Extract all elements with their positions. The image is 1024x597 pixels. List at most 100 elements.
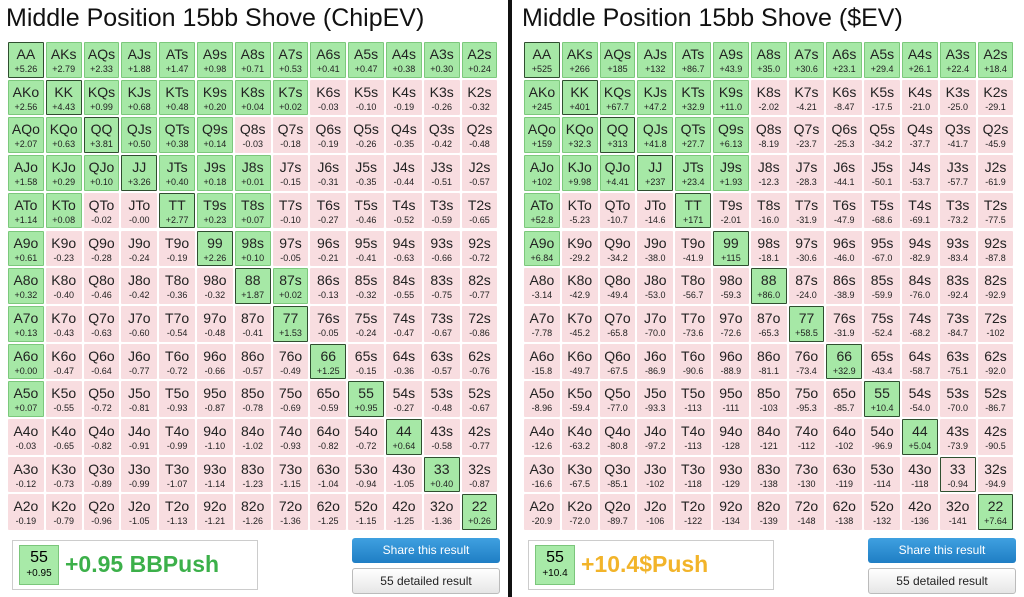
hand-cell[interactable]: 97s -30.6 xyxy=(788,230,825,267)
hand-cell[interactable]: 52o -132 xyxy=(864,494,900,531)
hand-cell[interactable]: K9s +0.20 xyxy=(197,79,233,116)
hand-cell[interactable]: T5s -68.6 xyxy=(864,192,900,229)
hand-cell[interactable]: T6s -0.27 xyxy=(310,192,347,229)
hand-cell[interactable]: AJo +1.58 xyxy=(8,155,44,191)
hand-cell[interactable]: J6s -44.1 xyxy=(826,155,863,191)
hand-cell[interactable]: 63s -75.1 xyxy=(939,343,976,380)
hand-cell[interactable]: Q3o -0.89 xyxy=(83,456,120,493)
hand-cell[interactable]: J2o -1.05 xyxy=(121,494,158,531)
hand-cell[interactable]: K3s -0.26 xyxy=(423,79,460,116)
share-button[interactable]: Share this result xyxy=(868,538,1016,563)
hand-cell[interactable]: 84o -1.02 xyxy=(234,419,271,455)
detail-button[interactable]: 55 detailed result xyxy=(868,568,1016,594)
hand-cell[interactable]: 53s -70.0 xyxy=(939,381,976,417)
hand-cell[interactable]: J2s -61.9 xyxy=(977,155,1014,191)
hand-cell[interactable]: J6o -86.9 xyxy=(637,343,674,380)
hand-cell[interactable]: 96o -0.66 xyxy=(197,343,233,380)
hand-cell[interactable]: 95o -111 xyxy=(713,381,749,417)
hand-cell[interactable]: 75o -95.3 xyxy=(788,381,825,417)
hand-cell[interactable]: 64s -58.7 xyxy=(902,343,938,380)
hand-cell[interactable]: 65s -0.15 xyxy=(348,343,384,380)
hand-cell[interactable]: 22 +0.26 xyxy=(461,494,498,531)
hand-cell[interactable]: Q8o -0.46 xyxy=(83,268,120,304)
hand-cell[interactable]: AQs +185 xyxy=(599,42,636,78)
hand-cell[interactable]: AKo +245 xyxy=(524,79,560,116)
hand-cell[interactable]: KJs +47.2 xyxy=(637,79,674,116)
hand-cell[interactable]: 54s -54.0 xyxy=(902,381,938,417)
hand-cell[interactable]: A4s +0.38 xyxy=(386,42,422,78)
hand-cell[interactable]: 77 +58.5 xyxy=(788,305,825,342)
hand-cell[interactable]: T9o -41.9 xyxy=(675,230,711,267)
hand-cell[interactable]: Q2s -45.9 xyxy=(977,117,1014,154)
hand-cell[interactable]: A9s +0.98 xyxy=(197,42,233,78)
hand-cell[interactable]: 76s -31.9 xyxy=(826,305,863,342)
hand-cell[interactable]: 43s -73.9 xyxy=(939,419,976,455)
hand-cell[interactable]: T6o -0.72 xyxy=(159,343,195,380)
hand-cell[interactable]: AQs +2.33 xyxy=(83,42,120,78)
hand-cell[interactable]: K5s -17.5 xyxy=(864,79,900,116)
hand-cell[interactable]: 33 +0.40 xyxy=(423,456,460,493)
hand-cell[interactable]: 98s +0.10 xyxy=(234,230,271,267)
hand-cell[interactable]: Q3o -85.1 xyxy=(599,456,636,493)
hand-cell[interactable]: T9o -0.19 xyxy=(159,230,195,267)
hand-cell[interactable]: T4s -0.52 xyxy=(386,192,422,229)
hand-cell[interactable]: QJs +0.50 xyxy=(121,117,158,154)
hand-cell[interactable]: Q7s -23.7 xyxy=(788,117,825,154)
hand-cell[interactable]: 75o -0.69 xyxy=(272,381,309,417)
hand-cell[interactable]: A6o -15.8 xyxy=(524,343,560,380)
hand-cell[interactable]: K7s -4.21 xyxy=(788,79,825,116)
hand-cell[interactable]: AA +5.26 xyxy=(8,42,44,78)
hand-cell[interactable]: QQ +3.81 xyxy=(83,117,120,154)
hand-cell[interactable]: J8o -53.0 xyxy=(637,268,674,304)
hand-cell[interactable]: 63s -0.57 xyxy=(423,343,460,380)
hand-cell[interactable]: 86o -0.57 xyxy=(234,343,271,380)
hand-cell[interactable]: T8o -0.36 xyxy=(159,268,195,304)
hand-cell[interactable]: K6o -49.7 xyxy=(561,343,598,380)
hand-cell[interactable]: 97s -0.05 xyxy=(272,230,309,267)
hand-cell[interactable]: 43o -118 xyxy=(902,456,938,493)
hand-cell[interactable]: A9s +43.9 xyxy=(713,42,749,78)
hand-cell[interactable]: 97o -0.48 xyxy=(197,305,233,342)
hand-cell[interactable]: 52s -0.67 xyxy=(461,381,498,417)
hand-cell[interactable]: QTo -0.02 xyxy=(83,192,120,229)
hand-cell[interactable]: 87s -24.0 xyxy=(788,268,825,304)
hand-cell[interactable]: AJs +132 xyxy=(637,42,674,78)
hand-cell[interactable]: A6s +0.41 xyxy=(310,42,347,78)
hand-cell[interactable]: Q8s -8.19 xyxy=(750,117,787,154)
hand-cell[interactable]: 85o -0.78 xyxy=(234,381,271,417)
hand-cell[interactable]: T8s +0.07 xyxy=(234,192,271,229)
hand-cell[interactable]: A2s +18.4 xyxy=(977,42,1014,78)
hand-cell[interactable]: 93s -0.66 xyxy=(423,230,460,267)
hand-cell[interactable]: QTs +0.38 xyxy=(159,117,195,154)
hand-cell[interactable]: JTo -0.00 xyxy=(121,192,158,229)
hand-cell[interactable]: 32o -1.36 xyxy=(423,494,460,531)
hand-cell[interactable]: J3o -102 xyxy=(637,456,674,493)
hand-cell[interactable]: Q3s -0.42 xyxy=(423,117,460,154)
hand-cell[interactable]: 85s -0.32 xyxy=(348,268,384,304)
hand-cell[interactable]: 83o -1.23 xyxy=(234,456,271,493)
hand-cell[interactable]: T7o -0.54 xyxy=(159,305,195,342)
hand-cell[interactable]: A8s +0.71 xyxy=(234,42,271,78)
hand-cell[interactable]: T5o -0.93 xyxy=(159,381,195,417)
hand-cell[interactable]: K9o -29.2 xyxy=(561,230,598,267)
hand-cell[interactable]: 64s -0.36 xyxy=(386,343,422,380)
hand-cell[interactable]: A7s +30.6 xyxy=(788,42,825,78)
hand-cell[interactable]: 98o -59.3 xyxy=(713,268,749,304)
hand-cell[interactable]: 44 +5.04 xyxy=(902,419,938,455)
hand-cell[interactable]: J4o -97.2 xyxy=(637,419,674,455)
hand-cell[interactable]: 74s -68.2 xyxy=(902,305,938,342)
hand-cell[interactable]: J7s -28.3 xyxy=(788,155,825,191)
hand-cell[interactable]: 43s -0.58 xyxy=(423,419,460,455)
hand-cell[interactable]: 85o -103 xyxy=(750,381,787,417)
hand-cell[interactable]: 63o -119 xyxy=(826,456,863,493)
hand-cell[interactable]: KJo +0.29 xyxy=(45,155,82,191)
hand-cell[interactable]: Q9o -34.2 xyxy=(599,230,636,267)
hand-cell[interactable]: J2s -0.57 xyxy=(461,155,498,191)
hand-cell[interactable]: ATs +86.7 xyxy=(675,42,711,78)
hand-cell[interactable]: J4o -0.91 xyxy=(121,419,158,455)
hand-cell[interactable]: KTs +32.9 xyxy=(675,79,711,116)
hand-cell[interactable]: T4o -113 xyxy=(675,419,711,455)
hand-cell[interactable]: T4o -0.99 xyxy=(159,419,195,455)
hand-cell[interactable]: 92o -134 xyxy=(713,494,749,531)
hand-cell[interactable]: A4o -0.03 xyxy=(8,419,44,455)
